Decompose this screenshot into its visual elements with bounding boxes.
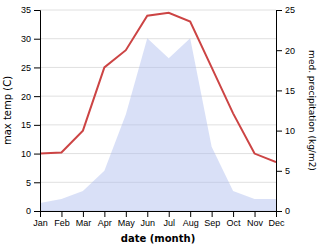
tick-label: 15 <box>285 86 295 96</box>
tick: 20 <box>21 92 40 102</box>
tick-mark <box>276 171 282 172</box>
tick: 0 <box>276 206 290 216</box>
tick-label: Sep <box>204 218 220 228</box>
tick-label: 5 <box>285 166 290 176</box>
tick-label: Mar <box>76 218 92 228</box>
tick-label: 35 <box>21 5 31 15</box>
tick: Aug <box>183 211 199 228</box>
tick-label: 10 <box>285 126 295 136</box>
axis-line <box>277 11 283 212</box>
tick: Mar <box>76 211 92 228</box>
tick-mark <box>276 211 282 212</box>
tick-label: 20 <box>21 92 31 102</box>
tick-mark <box>169 211 170 217</box>
tick-mark <box>276 10 282 11</box>
area <box>40 38 276 211</box>
tick: Jun <box>141 211 156 228</box>
y-axis-title: max temp (C) <box>2 76 13 145</box>
grid-line <box>40 38 276 39</box>
tick-label: Oct <box>227 218 242 228</box>
tick: 30 <box>21 34 40 44</box>
tick-mark <box>212 211 213 217</box>
tick: Jan <box>33 211 48 228</box>
axis-line <box>34 11 41 212</box>
line <box>40 13 276 162</box>
tick-mark <box>34 67 40 68</box>
tick-mark <box>34 96 40 97</box>
tick-mark <box>190 211 191 217</box>
tick-mark <box>34 211 40 212</box>
tick: 10 <box>276 126 295 136</box>
tick-label: 20 <box>285 46 295 56</box>
tick-label: 0 <box>285 206 290 216</box>
tick-mark <box>61 211 62 217</box>
tick: 20 <box>276 46 295 56</box>
tick-mark <box>126 211 127 217</box>
tick: Dec <box>268 211 285 228</box>
tick: 5 <box>276 166 290 176</box>
tick: May <box>118 211 136 228</box>
x-axis-title: date (month) <box>121 233 195 244</box>
tick-label: Nov <box>247 218 264 228</box>
tick: 35 <box>21 5 40 15</box>
tick-mark <box>276 131 282 132</box>
tick-mark <box>276 50 282 51</box>
tick: Nov <box>247 211 264 228</box>
tick-label: Jul <box>163 218 175 228</box>
y2-axis-title: med. precipitation (kg/m2) <box>307 50 317 171</box>
y-axis: 0 5 10 15 20 25 30 35 <box>21 5 41 216</box>
tick-label: 5 <box>26 178 31 188</box>
marks <box>40 13 276 211</box>
x-axis: Jan Feb Mar Apr May Jun Jul Aug Sep Oct Nov Dec <box>33 211 285 228</box>
tick-label: May <box>118 218 136 228</box>
tick: Jul <box>163 211 175 228</box>
tick-mark <box>276 90 282 91</box>
chart-container: JanFebMarAprMayJunJulAugSepOctNovDec0510… <box>0 0 318 247</box>
tick: 15 <box>276 86 295 96</box>
tick-mark <box>34 125 40 126</box>
tick: 0 <box>26 206 40 216</box>
tick: 25 <box>276 5 295 15</box>
tick-label: Jun <box>141 218 156 228</box>
tick-mark <box>255 211 256 217</box>
tick-label: 30 <box>21 34 31 44</box>
tick-mark <box>34 182 40 183</box>
tick-label: 10 <box>21 149 31 159</box>
tick-label: 0 <box>26 206 31 216</box>
tick: Sep <box>204 211 220 228</box>
tick-label: Dec <box>268 218 285 228</box>
plot: JanFebMarAprMayJunJulAugSepOctNovDec0510… <box>21 5 295 228</box>
chart-svg: JanFebMarAprMayJunJulAugSepOctNovDec0510… <box>0 0 318 247</box>
tick: Feb <box>54 211 70 228</box>
tick: 10 <box>21 149 40 159</box>
tick: 15 <box>21 120 40 130</box>
tick-mark <box>147 211 148 217</box>
tick-mark <box>34 10 40 11</box>
tick: Apr <box>98 211 112 228</box>
grid-line <box>40 10 276 11</box>
tick-label: Jan <box>33 218 48 228</box>
axis-line <box>41 212 277 218</box>
tick-label: Apr <box>98 218 112 228</box>
tick: 5 <box>26 178 40 188</box>
tick-mark <box>233 211 234 217</box>
tick-mark <box>34 154 40 155</box>
tick-mark <box>34 39 40 40</box>
tick-label: 25 <box>285 5 295 15</box>
grid <box>40 10 276 211</box>
tick-mark <box>104 211 105 217</box>
tick-label: Feb <box>54 218 70 228</box>
tick-mark <box>83 211 84 217</box>
tick: Oct <box>227 211 242 228</box>
tick-label: 25 <box>21 63 31 73</box>
y2-axis: 0 5 10 15 20 25 <box>276 5 295 216</box>
tick: 25 <box>21 63 40 73</box>
tick-label: Aug <box>183 218 199 228</box>
tick-label: 15 <box>21 120 31 130</box>
